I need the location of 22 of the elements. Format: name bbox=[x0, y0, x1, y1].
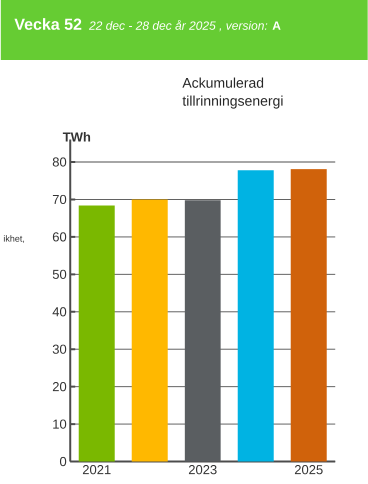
x-tick-label: 2021 bbox=[83, 465, 111, 474]
bar bbox=[184, 200, 221, 462]
chart-subtitle: 22 dec - 28 dec år 2025 , version: A bbox=[89, 20, 281, 32]
chart-title: Vecka 52 bbox=[14, 18, 82, 30]
bar bbox=[78, 205, 115, 462]
y-tick-label: 50 bbox=[52, 270, 66, 279]
y-tick-label: 60 bbox=[52, 232, 66, 242]
y-tick-label: 30 bbox=[52, 344, 66, 354]
y-tick-label: 0 bbox=[60, 456, 66, 466]
y-tick-label: 10 bbox=[53, 419, 66, 429]
y-axis-title: TWh bbox=[62, 132, 90, 142]
x-tick-label: 2025 bbox=[295, 465, 323, 474]
text: Ackumulerad tillrinningsenergi bbox=[182, 78, 283, 109]
y-tick-label: 20 bbox=[52, 382, 66, 392]
y-tick-label: 40 bbox=[52, 307, 66, 316]
bar bbox=[238, 170, 274, 462]
y-tick-label: 80 bbox=[52, 157, 66, 167]
bar bbox=[132, 199, 168, 462]
x-tick-label: 2023 bbox=[189, 465, 217, 474]
text: ikhet, bbox=[4, 235, 24, 243]
bar bbox=[290, 169, 327, 462]
y-tick-label: 70 bbox=[53, 194, 66, 204]
